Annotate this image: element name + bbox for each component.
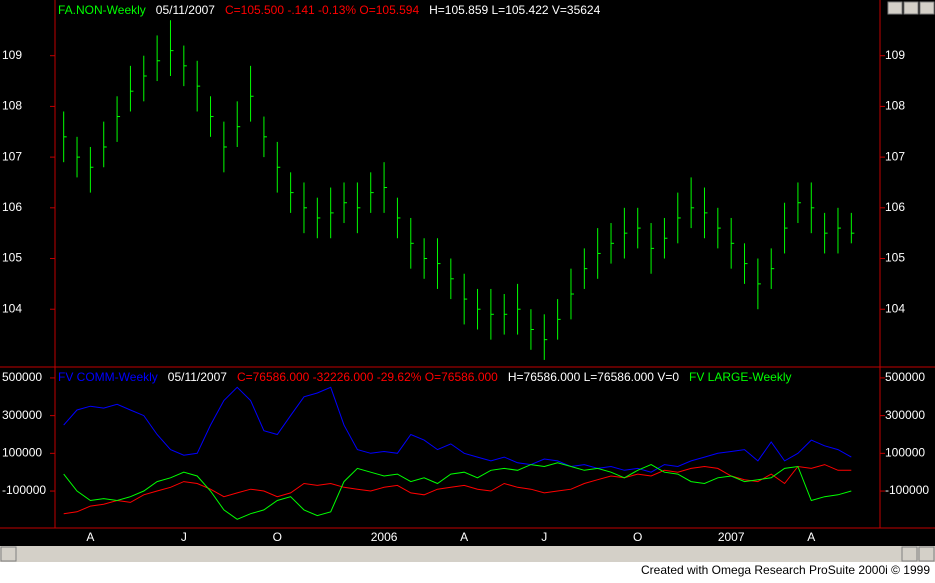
legend-entry: FA.NON-Weekly bbox=[58, 3, 146, 17]
x-tick-label: A bbox=[807, 530, 815, 544]
y-tick-label-right: 105 bbox=[885, 251, 905, 265]
header-date: 05/11/2007 bbox=[168, 370, 227, 384]
y-tick-label-right: -100000 bbox=[885, 483, 929, 497]
y-tick-label: 109 bbox=[2, 48, 22, 62]
y-tick-label-right: 109 bbox=[885, 48, 905, 62]
x-tick-label: A bbox=[86, 530, 94, 544]
series-line bbox=[63, 464, 852, 515]
x-tick-label: 2006 bbox=[371, 530, 398, 544]
legend-entry: FV COMM-Weekly bbox=[58, 370, 158, 384]
y-tick-label: 108 bbox=[2, 99, 22, 113]
y-tick-label-right: 104 bbox=[885, 301, 905, 315]
minimize-button[interactable] bbox=[887, 1, 903, 15]
y-tick-label: 105 bbox=[2, 251, 22, 265]
y-tick-label: 500000 bbox=[2, 370, 42, 384]
header-range: H=105.859 L=105.422 V=35624 bbox=[429, 3, 600, 17]
y-tick-label: 106 bbox=[2, 200, 22, 214]
x-tick-label: 2007 bbox=[718, 530, 745, 544]
scrollbar[interactable] bbox=[0, 546, 935, 562]
header-date: 05/11/2007 bbox=[156, 3, 215, 17]
y-tick-label: 107 bbox=[2, 149, 22, 163]
x-tick-label: J bbox=[541, 530, 547, 544]
y-tick-label: 100000 bbox=[2, 446, 42, 460]
footer: Created with Omega Research ProSuite 200… bbox=[641, 563, 930, 577]
chart-background bbox=[0, 0, 935, 546]
y-tick-label-right: 107 bbox=[885, 149, 905, 163]
y-tick-label-right: 106 bbox=[885, 200, 905, 214]
scroll-right[interactable] bbox=[901, 546, 918, 562]
close-button[interactable] bbox=[919, 1, 935, 15]
x-tick-label: O bbox=[273, 530, 282, 544]
x-tick-label: O bbox=[633, 530, 642, 544]
scroll-end[interactable] bbox=[918, 546, 935, 562]
series-line bbox=[63, 462, 852, 520]
header-quote: C=105.500 -.141 -0.13% O=105.594 bbox=[225, 3, 419, 17]
y-tick-label-right: 300000 bbox=[885, 408, 925, 422]
y-tick-label-right: 108 bbox=[885, 99, 905, 113]
y-tick-label: -100000 bbox=[2, 483, 46, 497]
x-tick-label: J bbox=[181, 530, 187, 544]
y-tick-label-right: 500000 bbox=[885, 370, 925, 384]
header-range: H=76586.000 L=76586.000 V=0 bbox=[508, 370, 679, 384]
legend-entry: FV LARGE-Weekly bbox=[689, 370, 791, 384]
y-tick-label-right: 100000 bbox=[885, 446, 925, 460]
x-tick-label: A bbox=[460, 530, 468, 544]
scroll-left[interactable] bbox=[0, 546, 17, 562]
restore-button[interactable] bbox=[903, 1, 919, 15]
y-tick-label: 300000 bbox=[2, 408, 42, 422]
header-quote: C=76586.000 -32226.000 -29.62% O=76586.0… bbox=[237, 370, 498, 384]
y-tick-label: 104 bbox=[2, 301, 22, 315]
series-line bbox=[63, 386, 852, 473]
window-buttons bbox=[887, 1, 935, 15]
